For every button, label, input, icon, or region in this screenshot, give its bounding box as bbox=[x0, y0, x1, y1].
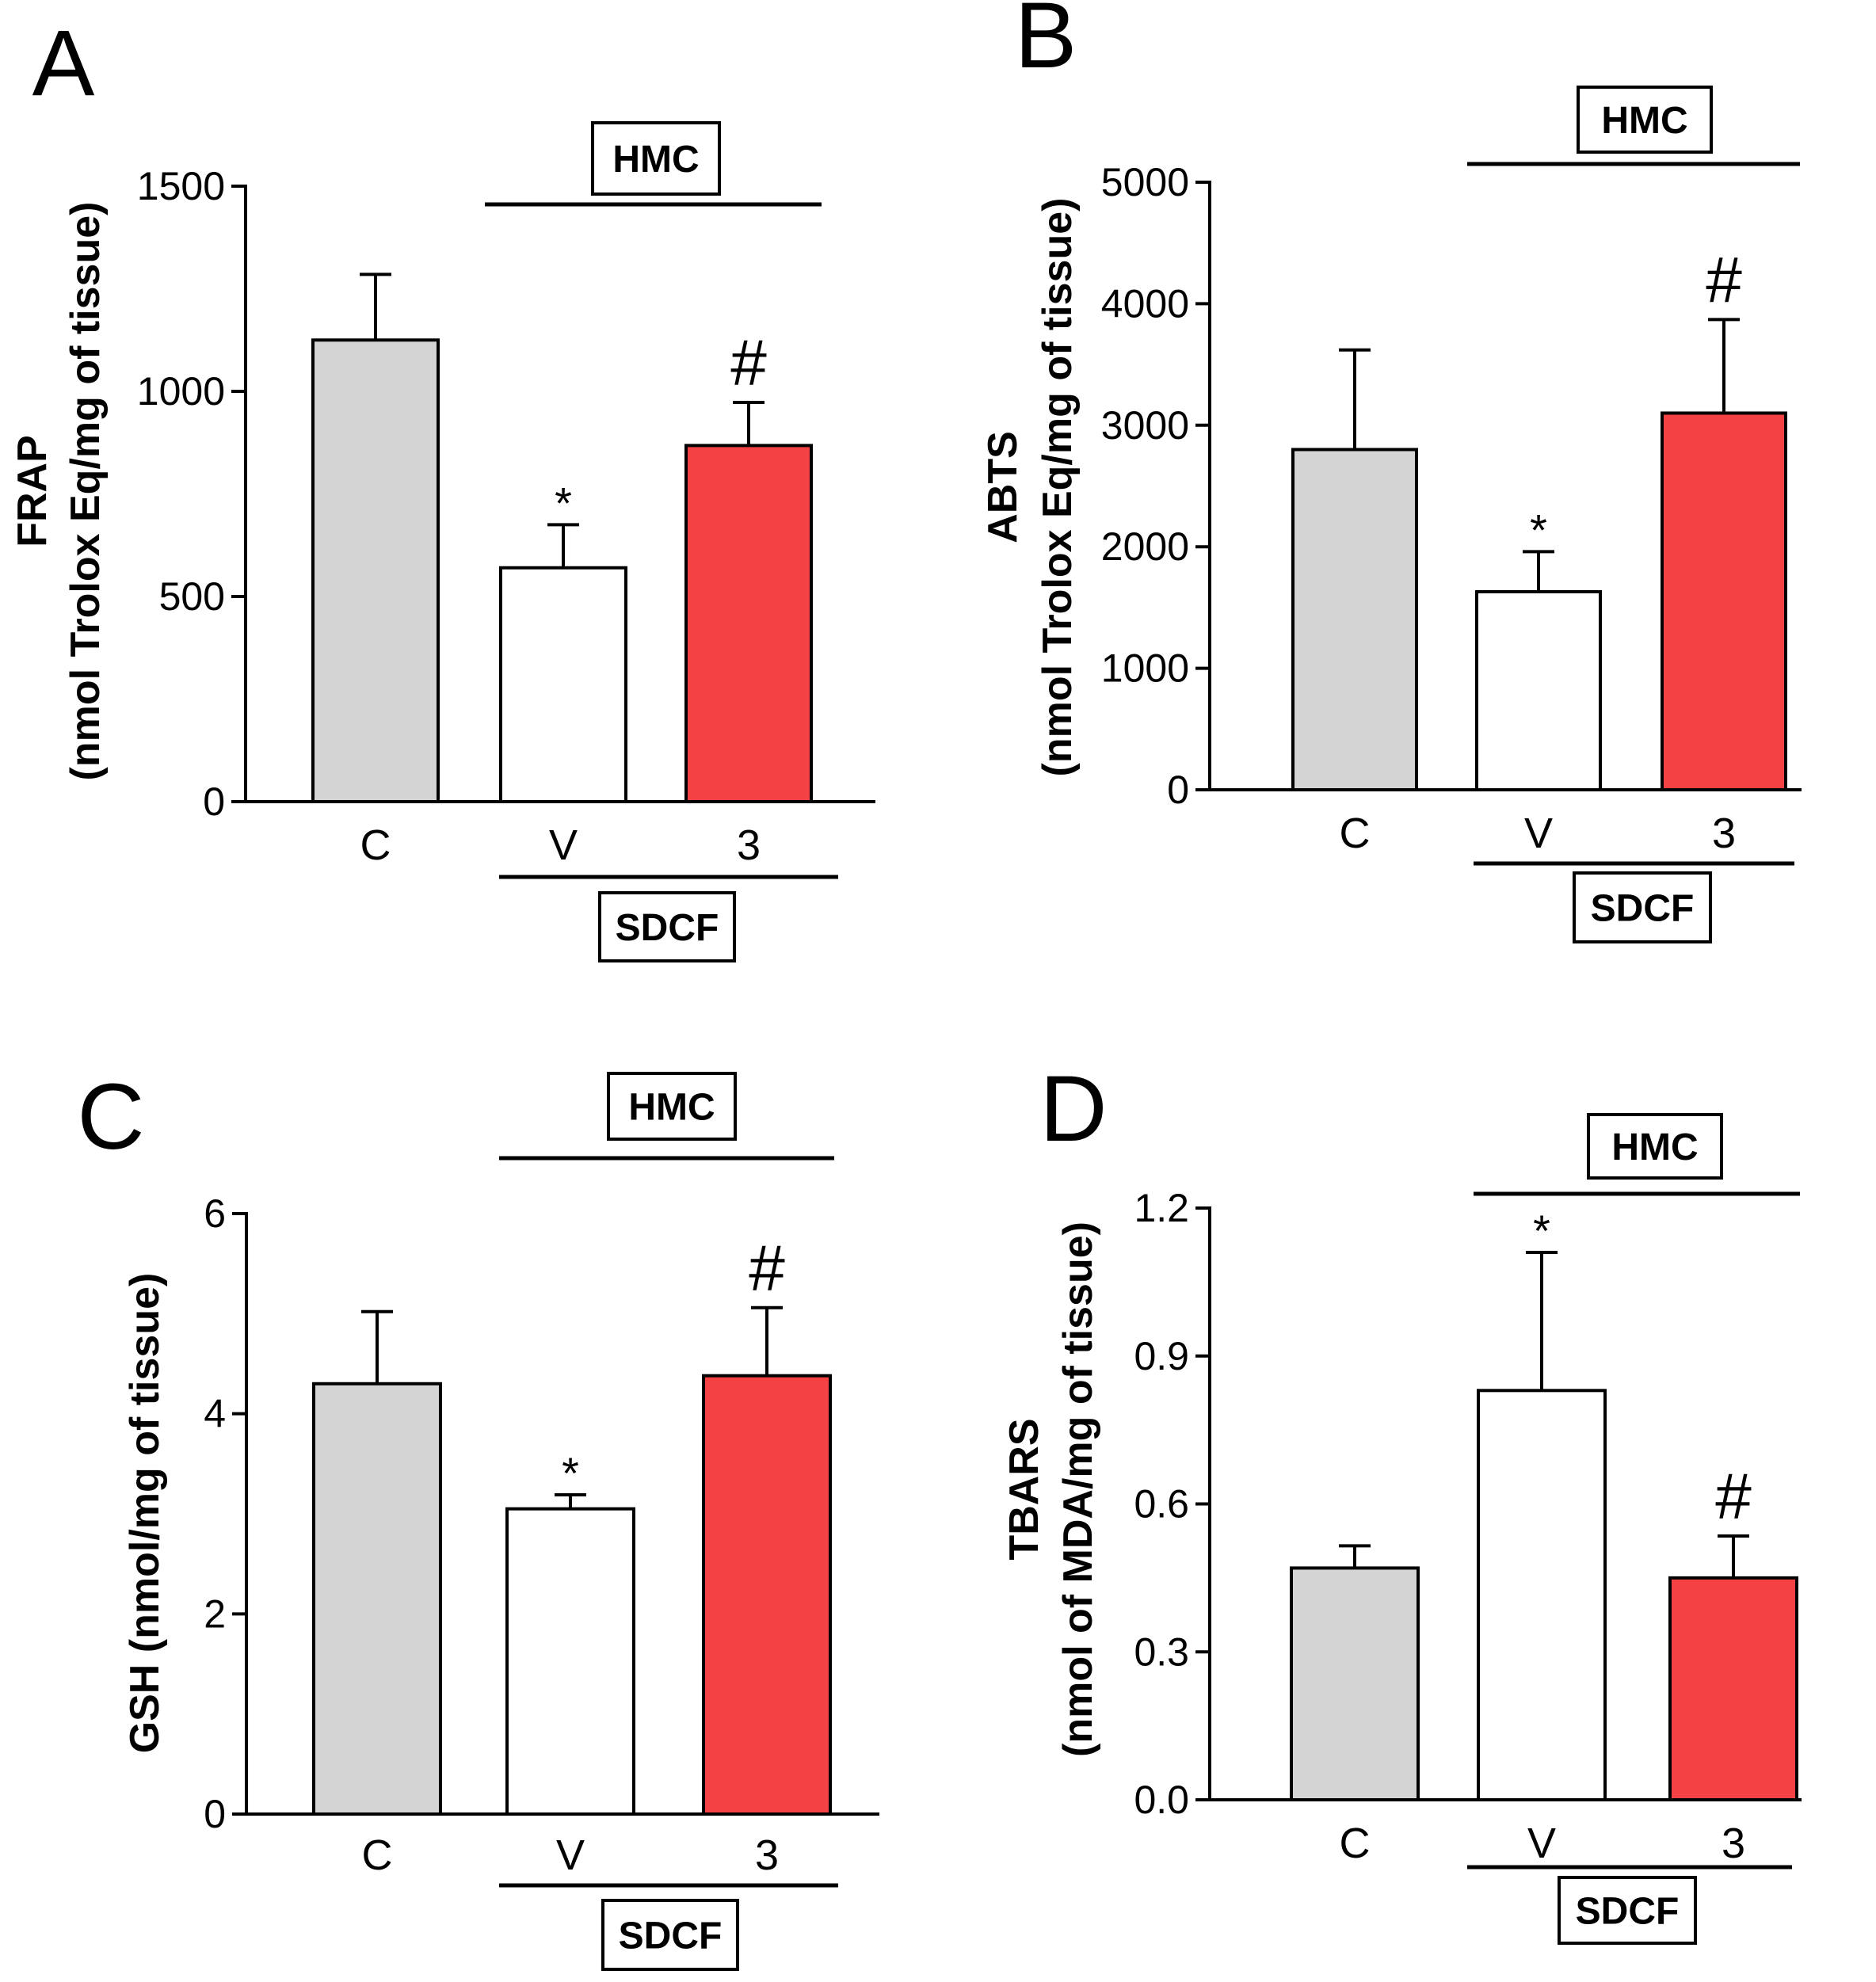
panel-letter: B bbox=[1015, 0, 1077, 88]
y-tick-label: 4000 bbox=[1101, 281, 1189, 326]
y-tick-label: 0 bbox=[203, 779, 225, 824]
panel-letter: D bbox=[1039, 1057, 1107, 1161]
y-tick-label: 0.0 bbox=[1134, 1778, 1189, 1822]
y-tick-label: 500 bbox=[159, 574, 225, 619]
x-tick-label: C bbox=[1340, 810, 1371, 857]
x-tick-label: C bbox=[360, 821, 391, 869]
x-tick-label: V bbox=[556, 1831, 585, 1879]
sdcf-label: SDCF bbox=[616, 907, 719, 949]
significance-asterisk: * bbox=[1533, 1206, 1550, 1256]
hmc-label-box bbox=[607, 1072, 737, 1141]
y-axis-unit-label: (nmol Trolox Eq/mg of tissue) bbox=[63, 202, 109, 781]
y-axis-label: FRAP bbox=[10, 435, 55, 547]
x-tick-label: 3 bbox=[755, 1831, 779, 1879]
bar-treated bbox=[1661, 411, 1787, 792]
bar-vehicle bbox=[1477, 1389, 1607, 1801]
significance-asterisk: * bbox=[555, 478, 572, 528]
y-axis-unit-label: (nmol of MDA/mg of tissue) bbox=[1055, 1222, 1101, 1757]
bar-control bbox=[1291, 448, 1418, 791]
x-tick-label: 3 bbox=[737, 821, 761, 869]
bar-treated bbox=[684, 444, 813, 803]
hmc-label: HMC bbox=[628, 1087, 715, 1129]
x-tick-label: 3 bbox=[1712, 810, 1736, 857]
y-tick-label: 4 bbox=[204, 1392, 226, 1436]
y-axis-label: ABTS bbox=[980, 431, 1026, 543]
x-tick-label: V bbox=[1524, 810, 1553, 857]
x-tick-label: C bbox=[362, 1831, 393, 1879]
y-tick-label: 2000 bbox=[1101, 524, 1189, 569]
x-tick-label: V bbox=[549, 821, 578, 869]
sdcf-label-box bbox=[601, 1899, 739, 1971]
x-tick-label: C bbox=[1340, 1820, 1371, 1867]
bar-control bbox=[312, 1382, 442, 1816]
y-tick-label: 1000 bbox=[1101, 646, 1189, 691]
panel-c: C C * V #3 0 2 4 6 GSH (nmol/mg of tissue) HMC SDCF bbox=[77, 1065, 879, 1971]
y-tick-label: 3000 bbox=[1101, 403, 1189, 448]
hash-marker: # bbox=[749, 1233, 785, 1305]
sdcf-label-box bbox=[598, 891, 736, 962]
panel-d: D C * V #3 0.0 0.3 0.6 0.9 1.2 TBARS (nmol of MDA/m… bbox=[1001, 1057, 1802, 1945]
hmc-label: HMC bbox=[1601, 100, 1687, 142]
hmc-label-box bbox=[1577, 86, 1713, 154]
hash-marker: # bbox=[1715, 1461, 1752, 1533]
sdcf-label: SDCF bbox=[619, 1915, 723, 1957]
y-tick-label: 0.9 bbox=[1134, 1334, 1189, 1378]
y-tick-label: 1.2 bbox=[1134, 1186, 1189, 1230]
hmc-label: HMC bbox=[612, 139, 699, 181]
y-axis-label: GSH (nmol/mg of tissue) bbox=[122, 1273, 168, 1754]
y-tick-label: 0.3 bbox=[1134, 1629, 1189, 1674]
bar-vehicle bbox=[499, 566, 627, 803]
panel-b: B C * V #3 0 1000 2000 3000 4000 5000 ABTS (nmol Tro… bbox=[980, 0, 1802, 943]
hash-marker: # bbox=[730, 327, 767, 399]
hmc-label-box bbox=[591, 121, 721, 196]
y-tick-label: 0 bbox=[204, 1792, 226, 1836]
significance-asterisk: * bbox=[562, 1448, 579, 1498]
bar-vehicle bbox=[505, 1507, 635, 1816]
y-axis-label: TBARS bbox=[1001, 1418, 1047, 1560]
y-tick-label: 1000 bbox=[137, 369, 225, 414]
y-axis-unit-label: (nmol Trolox Eq/mg of tissue) bbox=[1035, 198, 1081, 777]
bar-control bbox=[311, 338, 440, 803]
bar-vehicle bbox=[1475, 589, 1602, 792]
bar-treated bbox=[702, 1374, 832, 1816]
hash-marker: # bbox=[1706, 244, 1742, 316]
panel-a: A C * V #3 0 500 1000 1500 FRAP (nmol Trolox Eq/mg… bbox=[10, 11, 875, 962]
y-tick-label: 5000 bbox=[1101, 160, 1189, 204]
sdcf-label-box bbox=[1573, 871, 1712, 943]
y-tick-label: 0.6 bbox=[1134, 1482, 1189, 1527]
x-tick-label: 3 bbox=[1722, 1820, 1745, 1867]
hmc-label-box bbox=[1587, 1113, 1723, 1180]
bar-treated bbox=[1668, 1576, 1798, 1801]
bar-control bbox=[1290, 1566, 1420, 1802]
significance-asterisk: * bbox=[1530, 505, 1547, 555]
x-tick-label: V bbox=[1527, 1820, 1556, 1867]
sdcf-label: SDCF bbox=[1576, 1891, 1680, 1933]
hmc-label: HMC bbox=[1611, 1126, 1698, 1168]
sdcf-label-box bbox=[1558, 1876, 1697, 1945]
y-tick-label: 2 bbox=[204, 1591, 226, 1636]
y-tick-label: 1500 bbox=[137, 164, 225, 208]
y-tick-label: 0 bbox=[1167, 768, 1189, 812]
panel-letter: C bbox=[77, 1065, 144, 1169]
y-tick-label: 6 bbox=[204, 1191, 226, 1236]
panel-letter: A bbox=[32, 11, 95, 116]
sdcf-label: SDCF bbox=[1591, 888, 1695, 930]
